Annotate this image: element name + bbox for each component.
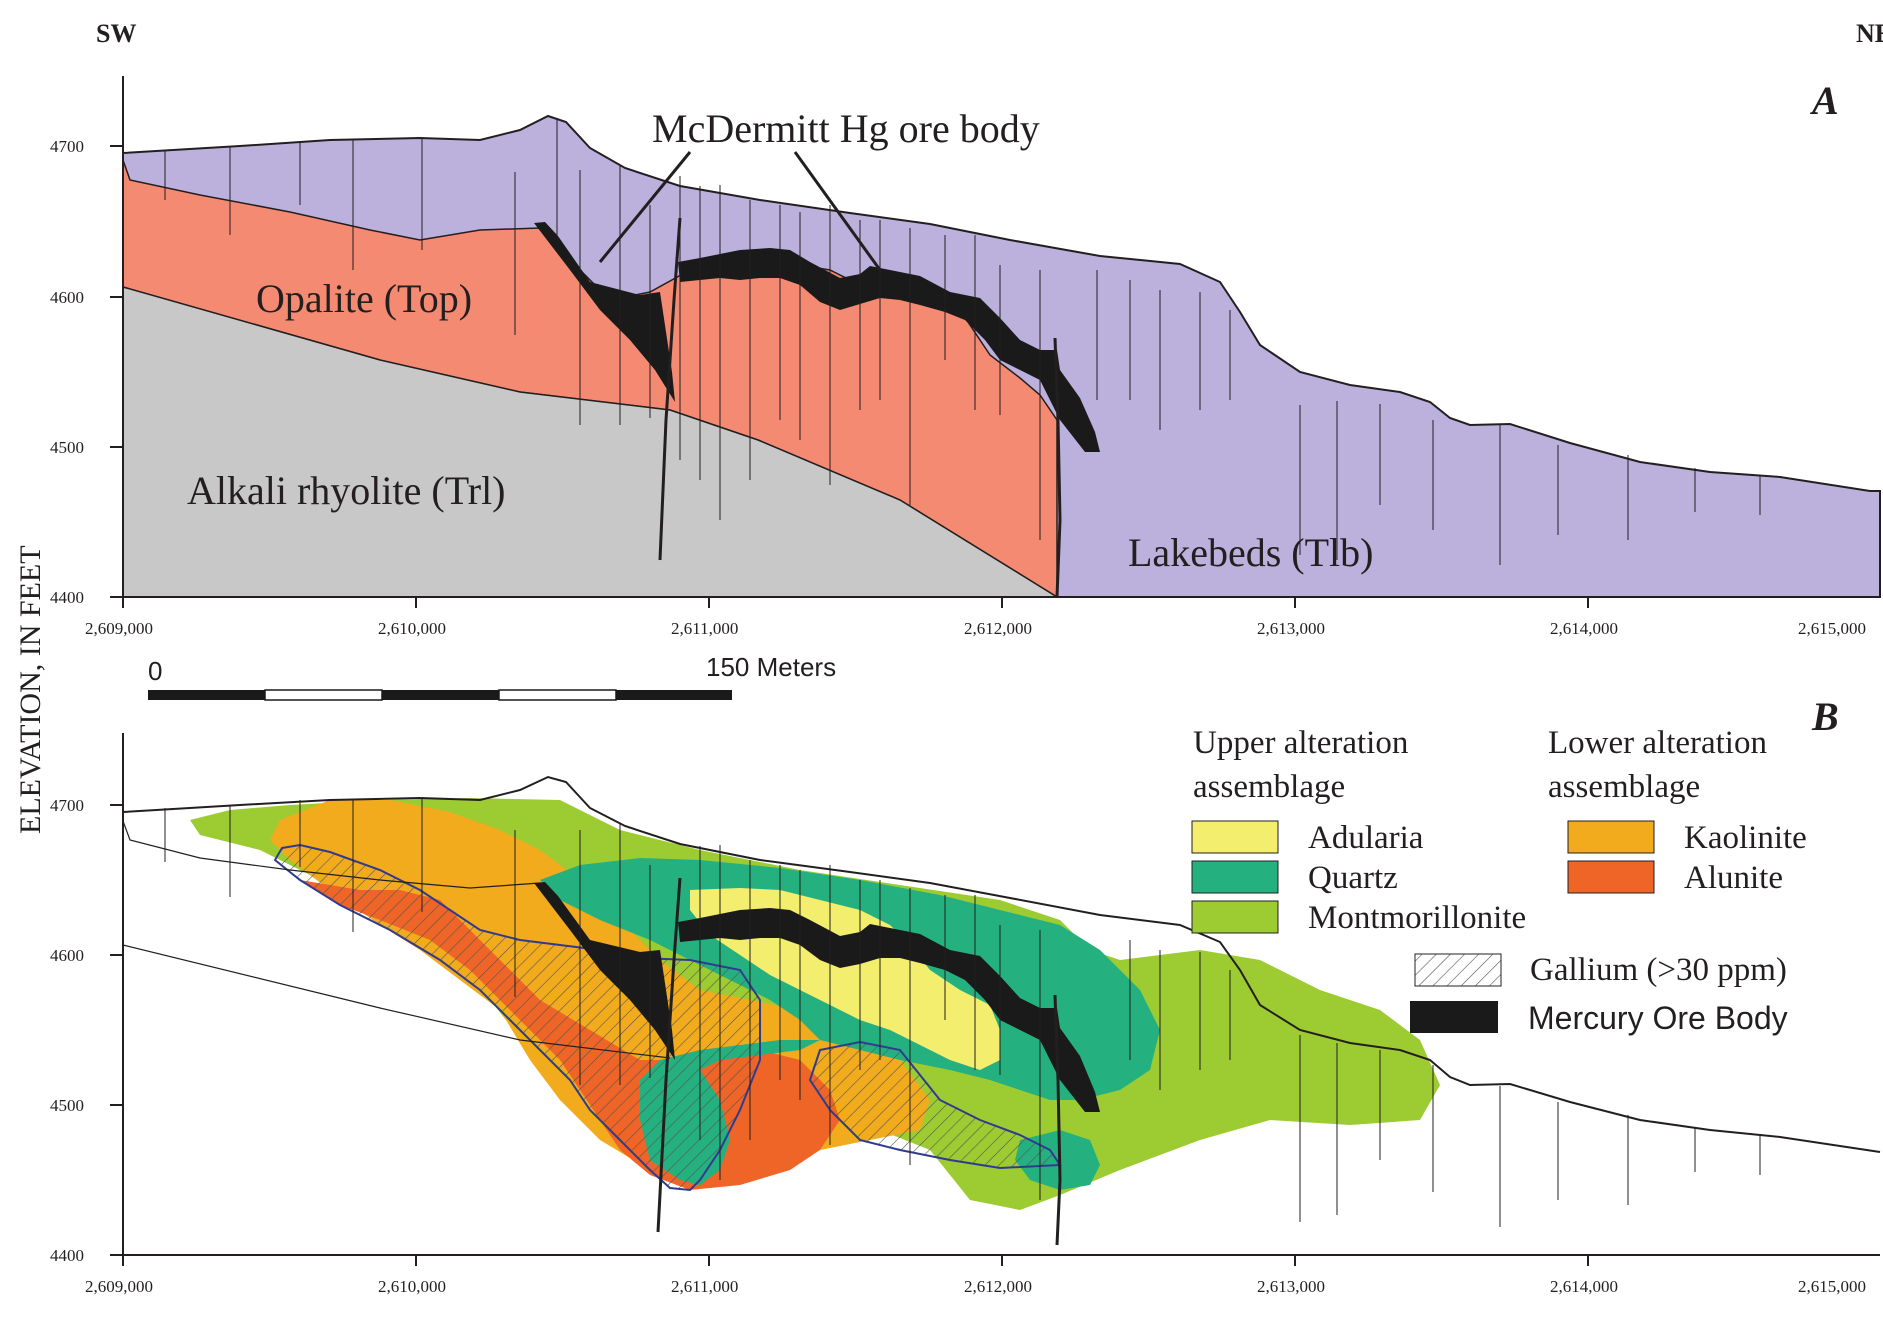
opalite-label: Opalite (Top) <box>256 276 472 321</box>
legend-quartz-label: Quartz <box>1308 860 1398 896</box>
ore-body-panel-b <box>534 882 1100 1112</box>
ore-body-callout-label: McDermitt Hg ore body <box>652 106 1040 151</box>
legend-adularia-label: Adularia <box>1308 820 1424 856</box>
x-tick-label: 2,611,000 <box>671 619 738 638</box>
ore-body-panel-a <box>534 222 1100 452</box>
direction-ne-label: NE <box>1856 19 1883 48</box>
x-tick-label: 2,610,000 <box>378 1277 446 1296</box>
rhyolite-label: Alkali rhyolite (Trl) <box>187 468 506 513</box>
legend-montmorillonite-swatch <box>1191 900 1279 934</box>
y-tick-label: 4700 <box>50 796 84 815</box>
panel-b: 4700 4600 4500 4400 2,609,000 2,610,000 … <box>50 694 1881 1296</box>
x-tick-label: 2,610,000 <box>378 619 446 638</box>
legend-alunite-swatch <box>1567 860 1655 894</box>
scale-start-label: 0 <box>148 656 162 686</box>
x-tick-label: 2,611,000 <box>671 1277 738 1296</box>
drill-holes-panel-a <box>164 118 1761 565</box>
legend-lower-title: assemblage <box>1548 769 1700 805</box>
x-tick-label: 2,614,000 <box>1550 1277 1618 1296</box>
scale-bar: 0 150 Meters <box>148 652 836 701</box>
legend-gallium-swatch <box>1414 953 1502 987</box>
legend-upper-title: Upper alteration <box>1193 725 1408 761</box>
legend-upper-title: assemblage <box>1193 769 1345 805</box>
y-ticks-panel-a <box>110 145 123 598</box>
drill-holes-panel-b <box>164 798 1761 1227</box>
legend-mercury-label: Mercury Ore Body <box>1528 1000 1788 1036</box>
x-tick-label: 2,614,000 <box>1550 619 1618 638</box>
faults-panel-b <box>656 877 1062 1246</box>
y-tick-label: 4600 <box>50 288 84 307</box>
y-tick-label: 4700 <box>50 137 84 156</box>
direction-sw-label: SW <box>96 19 136 48</box>
contact-line-panel-b <box>122 944 671 1059</box>
x-tick-label: 2,609,000 <box>85 1277 153 1296</box>
x-tick-label: 2,613,000 <box>1257 1277 1325 1296</box>
x-tick-label: 2,612,000 <box>964 1277 1032 1296</box>
panel-b-letter: B <box>1811 694 1839 739</box>
panel-a: 4700 4600 4500 4400 2,609,000 2,610,000 … <box>50 76 1881 638</box>
y-tick-label: 4500 <box>50 1096 84 1115</box>
y-ticks-panel-b <box>110 804 123 1256</box>
y-axis-title: ELEVATION, IN FEET <box>14 545 47 834</box>
legend: Upper alteration assemblage Lower altera… <box>1191 725 1807 1036</box>
legend-adularia-swatch <box>1191 820 1279 854</box>
legend-mercury-swatch <box>1410 1001 1498 1033</box>
legend-kaolinite-swatch <box>1567 820 1655 854</box>
faults-panel-a <box>658 217 1062 598</box>
legend-quartz-swatch <box>1191 860 1279 894</box>
x-tick-label: 2,613,000 <box>1257 619 1325 638</box>
x-tick-label: 2,615,000 <box>1798 1277 1866 1296</box>
legend-montmorillonite-label: Montmorillonite <box>1308 900 1526 936</box>
legend-lower-title: Lower alteration <box>1548 725 1767 761</box>
x-tick-label: 2,615,000 <box>1798 619 1866 638</box>
legend-alunite-label: Alunite <box>1684 860 1783 896</box>
ore-body-callout-lines <box>598 151 882 271</box>
y-tick-label: 4500 <box>50 438 84 457</box>
contact-line-panel-b <box>122 820 541 889</box>
x-ticks-panel-b <box>122 1255 1589 1266</box>
panel-a-letter: A <box>1809 78 1839 123</box>
y-tick-label: 4600 <box>50 946 84 965</box>
x-ticks-panel-a <box>122 597 1589 608</box>
topography-line-panel-b <box>122 775 1881 1153</box>
y-tick-label: 4400 <box>50 1246 84 1265</box>
scale-end-label: 150 Meters <box>706 652 836 682</box>
legend-gallium-label: Gallium (>30 ppm) <box>1530 952 1787 988</box>
x-tick-label: 2,609,000 <box>85 619 153 638</box>
y-tick-label: 4400 <box>50 588 84 607</box>
x-tick-label: 2,612,000 <box>964 619 1032 638</box>
legend-kaolinite-label: Kaolinite <box>1684 820 1807 856</box>
lakebeds-label: Lakebeds (Tlb) <box>1128 530 1373 575</box>
